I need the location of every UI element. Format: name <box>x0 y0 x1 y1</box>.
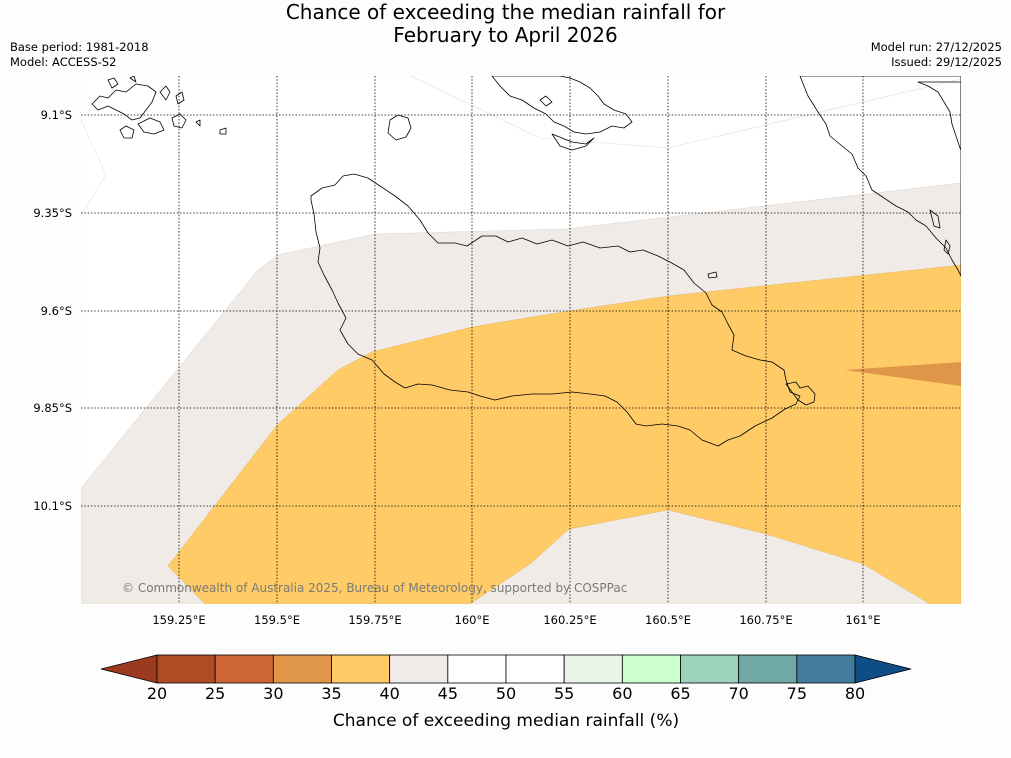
lat-label: 9.85°S <box>33 401 72 415</box>
colorbar-bin-70-75 <box>738 654 798 684</box>
copyright-notice: © Commonwealth of Australia 2025, Bureau… <box>122 581 627 595</box>
colorbar-tick-label: 60 <box>612 684 632 703</box>
metadata-left: Base period: 1981-2018 Model: ACCESS-S2 <box>10 40 149 70</box>
florida-islands-coastline <box>491 76 633 135</box>
colorbar-tick-label: 75 <box>787 684 807 703</box>
colorbar-tick-label: 25 <box>205 684 225 703</box>
lat-label: 9.35°S <box>33 206 72 220</box>
graticule <box>81 76 961 604</box>
chart-title-line-2: February to April 2026 <box>393 23 618 47</box>
colorbar-tick-label: 20 <box>147 684 167 703</box>
model-text: Model: ACCESS-S2 <box>10 55 117 69</box>
malaita-coastline <box>799 76 961 277</box>
colorbar-tick-label: 50 <box>496 684 516 703</box>
colorbar: 20 25 30 35 40 45 50 55 60 65 70 75 80 Chance of exc… <box>100 654 912 731</box>
colorbar-bin-35-40 <box>331 654 391 684</box>
colorbar-bin-20-25 <box>156 654 216 684</box>
east-islets-coastline <box>785 381 816 406</box>
colorbar-tick-label: 65 <box>670 684 690 703</box>
colorbar-bin-65-70 <box>680 654 740 684</box>
lat-label: 10.1°S <box>33 499 72 513</box>
lon-label: 160.75°E <box>739 613 792 627</box>
colorbar-bins <box>156 654 856 684</box>
contour-outline-45-left <box>81 119 107 216</box>
colorbar-bin-75-80 <box>796 654 856 684</box>
colorbar-low-extension <box>100 654 158 684</box>
forecast-fill-layer <box>81 76 961 604</box>
colorbar-tick-label: 40 <box>379 684 399 703</box>
colorbar-bin-50-55 <box>505 654 565 684</box>
lon-label: 160°E <box>455 613 490 627</box>
colorbar-ticks: 20 25 30 35 40 45 50 55 60 65 70 75 80 <box>147 684 865 703</box>
colorbar-high-extension <box>854 654 912 684</box>
latitude-labels: 9.1°S 9.35°S 9.6°S 9.85°S 10.1°S <box>33 108 72 513</box>
colorbar-tick-label: 55 <box>554 684 574 703</box>
lon-label: 159.75°E <box>348 613 401 627</box>
colorbar-tick-label: 30 <box>263 684 283 703</box>
lon-label: 159.25°E <box>152 613 205 627</box>
base-period-text: Base period: 1981-2018 <box>10 40 149 54</box>
guadalcanal-coastline <box>310 173 801 447</box>
colorbar-bin-25-30 <box>214 654 274 684</box>
colorbar-bin-60-65 <box>621 654 681 684</box>
colorbar-tick-label: 80 <box>845 684 865 703</box>
lat-label: 9.6°S <box>41 304 72 318</box>
model-run-text: Model run: 27/12/2025 <box>870 40 1002 54</box>
lon-label: 160.5°E <box>645 613 691 627</box>
russell-islands-coastline <box>91 83 157 121</box>
metadata-right: Model run: 27/12/2025 Issued: 29/12/2025 <box>871 40 1002 70</box>
colorbar-bin-30-35 <box>272 654 332 684</box>
colorbar-tick-label: 35 <box>321 684 341 703</box>
colorbar-bin-55-60 <box>563 654 623 684</box>
issued-text: Issued: 29/12/2025 <box>891 55 1002 69</box>
colorbar-label: Chance of exceeding median rainfall (%) <box>333 711 679 731</box>
contour-outline-45 <box>410 76 961 149</box>
probability-band-30-35 <box>845 362 961 386</box>
chart-title-line-1: Chance of exceeding the median rainfall … <box>285 0 726 24</box>
longitude-labels: 159.25°E 159.5°E 159.75°E 160°E 160.25°E… <box>152 613 880 627</box>
colorbar-bin-45-50 <box>447 654 507 684</box>
colorbar-bin-40-45 <box>389 654 449 684</box>
lat-label: 9.1°S <box>41 108 72 122</box>
colorbar-tick-label: 70 <box>728 684 748 703</box>
lon-label: 159.5°E <box>254 613 300 627</box>
coastline-layer <box>91 76 961 447</box>
lon-label: 160.25°E <box>543 613 596 627</box>
savo-island-coastline <box>387 114 412 141</box>
colorbar-tick-label: 45 <box>438 684 458 703</box>
probability-band-35-40 <box>167 264 961 604</box>
lon-label: 161°E <box>846 613 881 627</box>
